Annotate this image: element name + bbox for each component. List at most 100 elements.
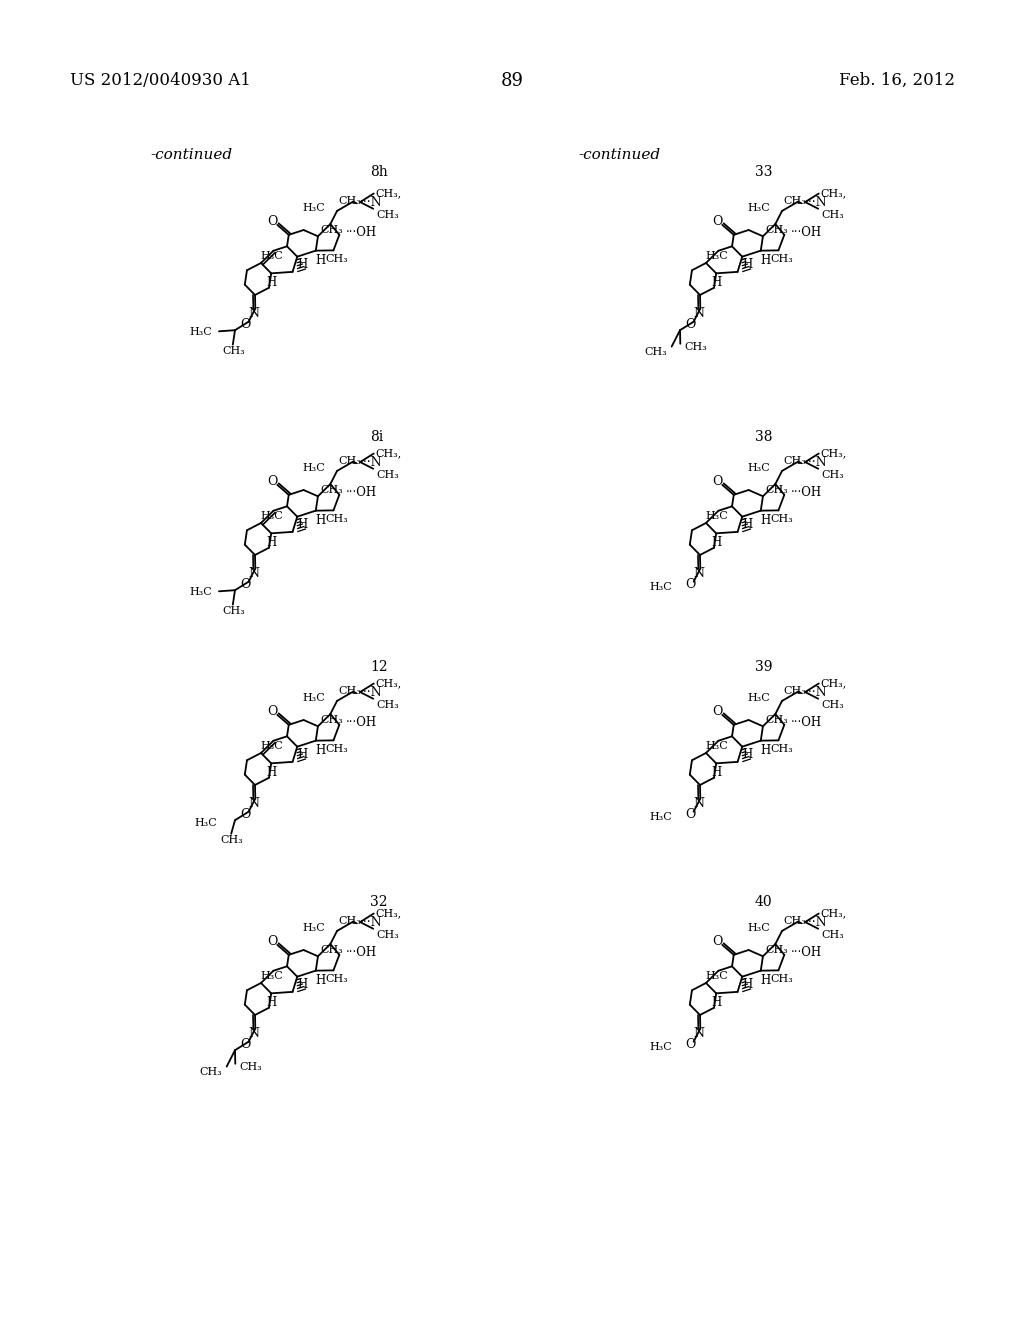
Text: US 2012/0040930 A1: US 2012/0040930 A1 xyxy=(70,73,251,88)
Text: CH₃,: CH₃, xyxy=(375,908,401,919)
Text: O: O xyxy=(267,215,278,227)
Text: H₃C: H₃C xyxy=(260,972,283,981)
Text: H: H xyxy=(266,536,276,549)
Text: O: O xyxy=(241,808,251,821)
Text: ···N: ···N xyxy=(360,916,383,928)
Text: ···OH: ···OH xyxy=(791,717,821,729)
Text: CH₃: CH₃ xyxy=(321,715,343,725)
Text: CH₃: CH₃ xyxy=(770,743,793,754)
Text: H: H xyxy=(297,978,307,991)
Text: H₃C: H₃C xyxy=(748,203,770,213)
Text: 32: 32 xyxy=(370,895,387,909)
Text: H₃C: H₃C xyxy=(302,693,326,704)
Text: N: N xyxy=(693,796,705,809)
Text: O: O xyxy=(267,475,278,487)
Text: ···N: ···N xyxy=(805,916,827,928)
Text: 8h: 8h xyxy=(370,165,388,180)
Text: CH₃: CH₃ xyxy=(321,486,343,495)
Text: CH₃: CH₃ xyxy=(321,226,343,235)
Text: H₃C: H₃C xyxy=(649,1043,672,1052)
Text: H₃C: H₃C xyxy=(302,463,326,473)
Text: CH₃: CH₃ xyxy=(783,916,806,927)
Text: CH₃: CH₃ xyxy=(199,1068,221,1077)
Text: 38: 38 xyxy=(755,430,772,444)
Text: H₃C: H₃C xyxy=(260,511,283,521)
Text: CH₃: CH₃ xyxy=(770,253,793,264)
Text: 89: 89 xyxy=(501,73,523,90)
Text: CH₃: CH₃ xyxy=(377,929,399,940)
Text: H: H xyxy=(742,517,753,531)
Text: H₃C: H₃C xyxy=(302,203,326,213)
Text: ···OH: ···OH xyxy=(345,717,377,729)
Text: ···OH: ···OH xyxy=(345,486,377,499)
Text: N: N xyxy=(693,1027,705,1040)
Text: N: N xyxy=(249,796,259,809)
Text: H: H xyxy=(315,743,326,756)
Text: N: N xyxy=(693,566,705,579)
Text: Feb. 16, 2012: Feb. 16, 2012 xyxy=(839,73,955,88)
Text: CH₃: CH₃ xyxy=(783,197,806,206)
Text: O: O xyxy=(241,578,251,590)
Text: CH₃,: CH₃, xyxy=(375,189,401,198)
Text: CH₃: CH₃ xyxy=(821,929,844,940)
Text: -continued: -continued xyxy=(150,148,232,162)
Text: H₃C: H₃C xyxy=(706,251,728,261)
Text: N: N xyxy=(249,306,259,319)
Text: N: N xyxy=(249,1027,259,1040)
Text: ···N: ···N xyxy=(360,195,383,209)
Text: H₃C: H₃C xyxy=(195,818,217,829)
Text: CH₃: CH₃ xyxy=(783,686,806,696)
Text: ···OH: ···OH xyxy=(345,946,377,960)
Text: ···OH: ···OH xyxy=(345,226,377,239)
Text: CH₃: CH₃ xyxy=(338,686,360,696)
Text: H₃C: H₃C xyxy=(260,251,283,261)
Text: O: O xyxy=(685,578,695,590)
Text: H₃C: H₃C xyxy=(706,511,728,521)
Text: CH₃,: CH₃, xyxy=(820,908,846,919)
Text: 12: 12 xyxy=(370,660,388,675)
Text: CH₃: CH₃ xyxy=(765,715,787,725)
Text: CH₃: CH₃ xyxy=(326,253,348,264)
Text: CH₃: CH₃ xyxy=(821,700,844,710)
Text: CH₃: CH₃ xyxy=(377,210,399,219)
Text: H₃C: H₃C xyxy=(649,812,672,822)
Text: H: H xyxy=(742,978,753,991)
Text: H₃C: H₃C xyxy=(706,742,728,751)
Text: O: O xyxy=(712,475,722,487)
Text: CH₃: CH₃ xyxy=(222,606,245,616)
Text: H₃C: H₃C xyxy=(748,923,770,933)
Text: CH₃: CH₃ xyxy=(783,457,806,466)
Text: H: H xyxy=(712,767,722,779)
Text: CH₃: CH₃ xyxy=(338,197,360,206)
Text: ···N: ···N xyxy=(805,195,827,209)
Text: O: O xyxy=(685,318,695,330)
Text: H: H xyxy=(760,743,770,756)
Text: H₃C: H₃C xyxy=(189,327,212,337)
Text: CH₃: CH₃ xyxy=(765,945,787,956)
Text: H: H xyxy=(760,513,770,527)
Text: CH₃: CH₃ xyxy=(765,226,787,235)
Text: H: H xyxy=(712,536,722,549)
Text: H: H xyxy=(760,253,770,267)
Text: CH₃: CH₃ xyxy=(644,347,667,358)
Text: CH₃: CH₃ xyxy=(222,346,245,356)
Text: ···OH: ···OH xyxy=(791,226,821,239)
Text: ···OH: ···OH xyxy=(791,486,821,499)
Text: CH₃: CH₃ xyxy=(684,342,707,351)
Text: CH₃: CH₃ xyxy=(770,974,793,983)
Text: CH₃: CH₃ xyxy=(821,210,844,219)
Text: H₃C: H₃C xyxy=(302,923,326,933)
Text: H₃C: H₃C xyxy=(649,582,672,593)
Text: ···N: ···N xyxy=(360,455,383,469)
Text: CH₃: CH₃ xyxy=(338,457,360,466)
Text: CH₃: CH₃ xyxy=(377,470,399,479)
Text: H₃C: H₃C xyxy=(189,587,212,597)
Text: H: H xyxy=(297,748,307,762)
Text: ···OH: ···OH xyxy=(791,946,821,960)
Text: 33: 33 xyxy=(755,165,772,180)
Text: O: O xyxy=(241,318,251,330)
Text: H₃C: H₃C xyxy=(260,742,283,751)
Text: H: H xyxy=(742,257,753,271)
Text: O: O xyxy=(267,705,278,718)
Text: O: O xyxy=(241,1038,251,1051)
